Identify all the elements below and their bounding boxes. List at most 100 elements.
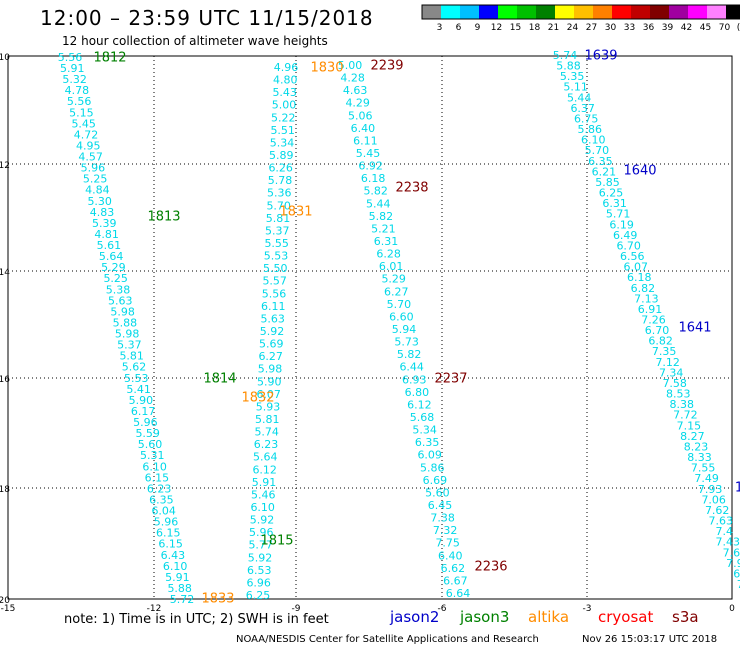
swh-value: 6.43: [161, 549, 186, 562]
swh-value: 6.75: [574, 113, 599, 126]
satellite-legend-item: cryosat: [598, 608, 654, 626]
swh-value: 6.21: [592, 165, 617, 178]
swh-value: 5.34: [270, 136, 295, 149]
swh-value: 5.88: [113, 317, 138, 330]
footer-note: note: 1) Time is in UTC; 2) SWH is in fe…: [64, 612, 329, 627]
lon-tick-label: -15: [1, 604, 16, 614]
swh-value: 6.82: [631, 282, 656, 295]
swh-value: 5.85: [595, 176, 620, 189]
swh-value: 7.43: [716, 536, 740, 549]
swh-value: 5.60: [138, 438, 163, 451]
swh-value: 7.4: [716, 525, 734, 538]
swh-value: 6.: [733, 567, 740, 580]
swh-value: 7.13: [634, 292, 659, 305]
swh-value: 6.31: [602, 197, 627, 210]
swh-value: 5.81: [266, 212, 291, 225]
swh-value: 4.28: [340, 72, 365, 85]
swh-value: 6.35: [149, 493, 174, 506]
legend-swatch: [479, 5, 498, 19]
satellite-legend-item: s3a: [672, 608, 699, 626]
map-grid: [8, 56, 732, 599]
swh-value: 6.70: [645, 324, 670, 337]
swh-value: 5.32: [62, 73, 87, 86]
swh-value: 6.25: [246, 589, 271, 602]
swh-value: 6.26: [268, 162, 293, 175]
swh-value: 5.78: [268, 174, 293, 187]
swh-value: 6.64: [446, 587, 471, 600]
swh-value: 5.82: [363, 185, 388, 198]
swh-value: 5.82: [397, 348, 422, 361]
swh-value: 5.70: [387, 298, 412, 311]
swh-value: 8.38: [670, 398, 695, 411]
swh-value: 6.56: [620, 250, 645, 263]
swh-value: 4.80: [273, 74, 298, 87]
swh-value: 4.57: [78, 151, 103, 164]
swh-value: 6.80: [405, 386, 430, 399]
swh-value: 7.72: [673, 409, 698, 422]
swh-value: 5.45: [356, 147, 381, 160]
swh-value: 5.63: [260, 312, 285, 325]
swh-value: 5.71: [606, 208, 631, 221]
legend-swatch-label: 9: [475, 23, 481, 33]
swh-value: 7.62: [705, 504, 730, 517]
swh-value: 4.96: [274, 61, 299, 74]
swh-value: 7.15: [677, 419, 702, 432]
swh-value: 5.62: [122, 361, 147, 374]
swh-value: 8.53: [666, 388, 691, 401]
swh-value: 6.31: [374, 235, 399, 248]
swh-value: 5.56: [58, 51, 83, 64]
swh-value: 6.07: [624, 261, 649, 274]
swh-value: 5.57: [262, 275, 287, 288]
swh-value: 6.10: [250, 501, 275, 514]
legend-frame: [421, 4, 740, 20]
swh-value: 5.36: [267, 187, 292, 200]
swh-value: 5.53: [124, 372, 149, 385]
legend-swatch-label: 70: [719, 23, 731, 33]
pass-label: 1830: [310, 61, 343, 76]
swh-value: 4.84: [85, 184, 110, 197]
swh-value: 7.34: [659, 366, 684, 379]
pass-label: 1815: [260, 534, 293, 549]
swh-value: 5.50: [263, 262, 288, 275]
swh-value: 5.37: [265, 224, 290, 237]
swh-value: 5.45: [71, 117, 96, 130]
swh-value: 8.23: [684, 441, 709, 454]
lat-tick-label: -18: [0, 485, 10, 495]
legend-swatch-label: 39: [662, 23, 674, 33]
swh-value: 5.70: [585, 144, 610, 157]
swh-value: 6.62: [441, 562, 466, 575]
swh-value: 5.39: [92, 217, 117, 230]
swh-value: 5.94: [392, 323, 417, 336]
swh-value: 5.92: [248, 551, 273, 564]
swh-value: 6.67: [443, 574, 468, 587]
swh-track: 4.964.805.435.005.225.515.345.896.265.78…: [246, 61, 299, 602]
pass-labels: 1812 1813 1814 1815 1830 1831 1832 1833 2239 2238…: [93, 49, 740, 607]
swh-value: 5.63: [108, 294, 133, 307]
lon-tick-label: -12: [147, 604, 162, 614]
legend-swatch: [669, 5, 688, 19]
swh-value: 5.64: [253, 451, 278, 464]
legend-swatch: [555, 5, 574, 19]
lon-tick-label: -3: [583, 604, 592, 614]
generated-timestamp: Nov 26 15:03:17 UTC 2018: [582, 634, 718, 645]
swh-value: 6.25: [599, 187, 624, 200]
legend-swatch-label: 33: [624, 23, 635, 33]
lon-tick-label: 0: [729, 604, 735, 614]
page-title: 12:00 – 23:59 UTC 11/15/2018: [40, 6, 374, 30]
legend-swatch-label: 42: [681, 23, 692, 33]
swh-value: 5.91: [60, 62, 85, 75]
pass-label: 2239: [370, 59, 403, 74]
lat-tick-label: -20: [0, 596, 10, 606]
lat-tick-label: -14: [0, 268, 10, 278]
legend-swatch-label: 3: [437, 23, 443, 33]
pass-label: 1813: [147, 210, 180, 225]
swh-value: 5.69: [259, 338, 284, 351]
swh-value: 7.35: [652, 345, 677, 358]
legend-swatch: [650, 5, 669, 19]
lat-tick-label: -12: [0, 161, 10, 171]
swh-value: 5.44: [567, 91, 592, 104]
swh-value: 5.25: [83, 173, 108, 186]
swh-value: 5.44: [366, 197, 391, 210]
lat-tick-label: -16: [0, 375, 10, 385]
pass-label: 1833: [201, 592, 234, 607]
